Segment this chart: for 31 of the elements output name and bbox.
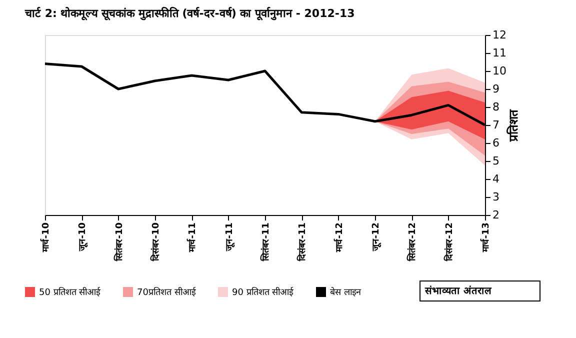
legend-label: 90 प्रतिशत सीआई xyxy=(232,286,294,298)
y-tick-label: 5 xyxy=(492,154,500,168)
x-tick-label: जून-11 xyxy=(224,222,235,252)
x-tick-label: दिसंबर-10 xyxy=(150,222,162,262)
y-tick-label: 4 xyxy=(492,172,500,186)
y-tick-label: 7 xyxy=(492,118,500,132)
legend-label: 70प्रतिशत सीआई xyxy=(137,286,196,298)
y-tick-label: 9 xyxy=(492,82,500,96)
x-tick-label: दिसंबर-11 xyxy=(296,222,308,262)
y-tick-label: 8 xyxy=(492,100,500,114)
x-tick-label: मार्च-12 xyxy=(332,222,345,253)
legend-label: 50 प्रतिशत सीआई xyxy=(39,286,102,298)
y-tick-label: 2 xyxy=(492,208,500,222)
x-tick-label: सितंबर-11 xyxy=(260,222,272,262)
x-tick-label: जून-12 xyxy=(372,222,382,252)
x-tick-label: सितंबर-10 xyxy=(112,222,125,262)
chart-title: चार्ट 2: थोकमूल्य सूचकांक मुद्रास्फीति (वर्ष-दर-वर्ष) का पूर्वानुमान - 2012-13 xyxy=(24,6,355,21)
y-tick-label: 3 xyxy=(492,190,500,204)
x-tick-label: सितंबर-12 xyxy=(406,222,418,262)
x-tick-label: दिसंबर-12 xyxy=(442,222,455,262)
y-tick-label: 11 xyxy=(492,46,506,60)
legend-label: बेस लाइन xyxy=(330,286,362,298)
x-tick-label: मार्च-10 xyxy=(40,222,52,253)
x-tick-label: मार्च-13 xyxy=(480,222,492,253)
legend-title: संभाव्यता अंतराल xyxy=(424,285,492,297)
y-tick-label: 12 xyxy=(492,28,506,42)
y-axis-title: प्रतिशत xyxy=(506,108,520,142)
y-tick-label: 6 xyxy=(492,136,500,150)
y-tick-label: 10 xyxy=(492,64,506,78)
x-tick-label: जून-10 xyxy=(78,222,88,252)
x-tick-label: मार्च-11 xyxy=(186,222,198,253)
